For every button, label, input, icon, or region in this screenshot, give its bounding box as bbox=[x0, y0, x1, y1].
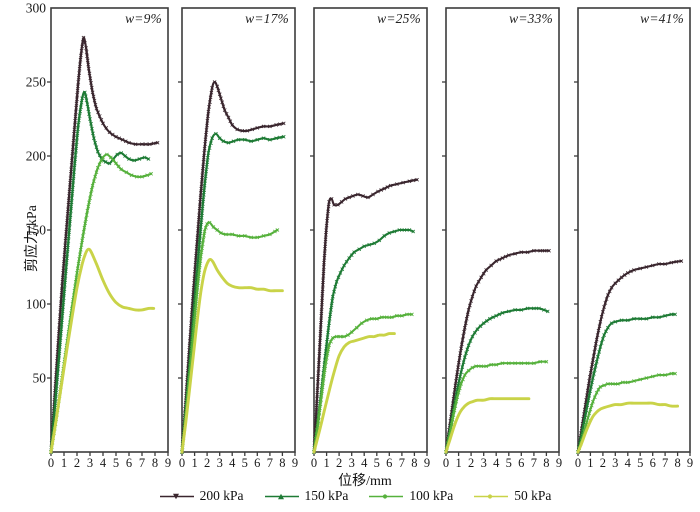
x-tick-label: 5 bbox=[506, 456, 512, 470]
x-tick-label: 1 bbox=[587, 456, 593, 470]
x-tick-label: 3 bbox=[612, 456, 618, 470]
legend-item-150kpa: 150 kPa bbox=[264, 488, 349, 504]
legend-item-100kpa: 100 kPa bbox=[368, 488, 453, 504]
y-tick-label: 250 bbox=[26, 75, 47, 90]
x-tick-label: 0 bbox=[179, 456, 185, 470]
legend-item-50kpa: 50 kPa bbox=[473, 488, 551, 504]
x-tick-label: 9 bbox=[292, 456, 298, 470]
x-axis-title: 位移/mm bbox=[338, 474, 392, 489]
x-tick-label: 6 bbox=[126, 456, 132, 470]
x-tick-label: 9 bbox=[556, 456, 562, 470]
x-tick-label: 0 bbox=[48, 456, 54, 470]
x-tick-label: 7 bbox=[662, 456, 668, 470]
x-tick-label: 6 bbox=[254, 456, 260, 470]
legend-label-200kpa: 200 kPa bbox=[199, 488, 244, 503]
legend-line-50kpa-icon bbox=[474, 493, 509, 499]
legend-line-100kpa-icon bbox=[369, 493, 404, 499]
legend-line-150kpa-icon bbox=[264, 493, 299, 499]
y-tick-label: 200 bbox=[26, 149, 47, 164]
y-tick-label: 100 bbox=[26, 297, 47, 312]
x-tick-label: 9 bbox=[165, 456, 171, 470]
x-tick-label: 1 bbox=[455, 456, 461, 470]
x-tick-label: 3 bbox=[217, 456, 223, 470]
y-tick-label: 300 bbox=[26, 1, 47, 16]
x-tick-label: 4 bbox=[229, 456, 236, 470]
series-50kPa-panel-5 bbox=[576, 401, 680, 454]
x-tick-label: 6 bbox=[518, 456, 524, 470]
panel-annotation-2: w=17% bbox=[245, 11, 289, 26]
x-tick-label: 2 bbox=[336, 456, 342, 470]
legend-label-50kpa: 50 kPa bbox=[514, 488, 552, 503]
y-tick-label: 50 bbox=[33, 371, 47, 386]
x-tick-label: 5 bbox=[113, 456, 119, 470]
x-tick-label: 8 bbox=[152, 456, 158, 470]
series-50kPa-panel-1 bbox=[49, 247, 156, 454]
panel-annotation-4: w=33% bbox=[509, 11, 553, 26]
series-50kPa-panel-3 bbox=[312, 332, 396, 454]
x-tick-label: 3 bbox=[349, 456, 355, 470]
legend-line-200kpa-icon bbox=[159, 493, 194, 499]
x-tick-label: 6 bbox=[386, 456, 392, 470]
x-tick-label: 2 bbox=[600, 456, 606, 470]
x-tick-label: 5 bbox=[374, 456, 380, 470]
series-150kPa-panel-3 bbox=[312, 228, 415, 454]
series-50kPa-panel-4 bbox=[444, 397, 531, 454]
panel-frame bbox=[577, 7, 691, 453]
x-tick-label: 6 bbox=[650, 456, 656, 470]
x-tick-label: 7 bbox=[139, 456, 145, 470]
series-100kPa-markers-panel-1 bbox=[49, 152, 153, 454]
x-tick-label: 3 bbox=[87, 456, 93, 470]
series-150kPa-markers-panel-4 bbox=[444, 306, 550, 454]
x-tick-label: 4 bbox=[100, 456, 107, 470]
legend-item-200kpa: 200 kPa bbox=[159, 488, 244, 504]
x-tick-label: 0 bbox=[311, 456, 317, 470]
x-tick-label: 2 bbox=[468, 456, 474, 470]
x-tick-label: 5 bbox=[637, 456, 643, 470]
x-tick-label: 1 bbox=[323, 456, 329, 470]
panel-frame bbox=[445, 7, 560, 453]
series-100kPa-panel-1 bbox=[49, 153, 153, 454]
series-150kPa-markers-panel-3 bbox=[312, 228, 416, 454]
x-tick-label: 7 bbox=[267, 456, 273, 470]
x-tick-label: 1 bbox=[61, 456, 67, 470]
series-200kPa-panel-4 bbox=[444, 249, 551, 454]
y-axis-title: 剪应力/kPa bbox=[25, 205, 40, 272]
x-tick-label: 8 bbox=[543, 456, 549, 470]
x-tick-label: 9 bbox=[687, 456, 693, 470]
x-tick-label: 8 bbox=[411, 456, 417, 470]
x-tick-label: 0 bbox=[575, 456, 581, 470]
panel-annotation-5: w=41% bbox=[640, 11, 684, 26]
x-tick-label: 0 bbox=[443, 456, 449, 470]
series-50kPa-panel-2 bbox=[180, 258, 284, 454]
panel-annotation-3: w=25% bbox=[377, 11, 421, 26]
legend-label-150kpa: 150 kPa bbox=[304, 488, 349, 503]
x-tick-label: 4 bbox=[493, 456, 500, 470]
series-100kPa-panel-2 bbox=[180, 221, 279, 454]
x-tick-label: 7 bbox=[531, 456, 537, 470]
series-150kPa-panel-4 bbox=[444, 307, 549, 454]
x-tick-label: 1 bbox=[191, 456, 197, 470]
y-tick-label: 150 bbox=[26, 223, 47, 238]
x-tick-label: 4 bbox=[625, 456, 632, 470]
series-200kPa-markers-panel-1 bbox=[49, 35, 160, 454]
x-tick-label: 9 bbox=[424, 456, 430, 470]
legend-label-100kpa: 100 kPa bbox=[409, 488, 454, 503]
legend: 200 kPa 150 kPa 100 kPa 50 kPa bbox=[10, 488, 700, 504]
x-tick-label: 7 bbox=[399, 456, 405, 470]
x-tick-label: 2 bbox=[74, 456, 80, 470]
series-200kPa-markers-panel-5 bbox=[576, 259, 684, 454]
x-tick-label: 8 bbox=[279, 456, 285, 470]
x-tick-label: 4 bbox=[361, 456, 368, 470]
x-tick-label: 2 bbox=[204, 456, 210, 470]
series-150kPa-panel-2 bbox=[180, 132, 285, 454]
x-tick-label: 3 bbox=[481, 456, 487, 470]
x-tick-label: 8 bbox=[674, 456, 680, 470]
x-tick-label: 5 bbox=[242, 456, 248, 470]
panel-annotation-1: w=9% bbox=[125, 11, 162, 26]
